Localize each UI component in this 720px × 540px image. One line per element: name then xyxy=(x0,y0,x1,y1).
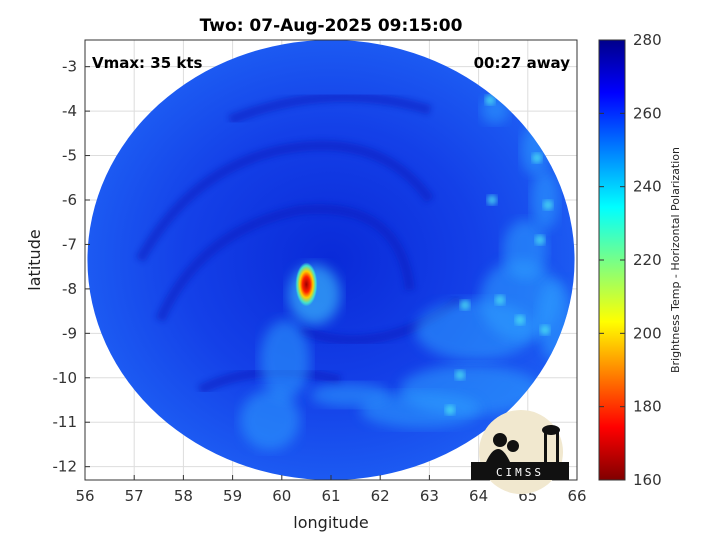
swath-image xyxy=(87,40,575,480)
warm-spot xyxy=(515,315,525,325)
time-away-annotation: 00:27 away xyxy=(474,54,571,72)
cold-band xyxy=(228,92,432,125)
warm-spot xyxy=(485,95,495,105)
chart-title: Two: 07-Aug-2025 09:15:00 xyxy=(200,16,463,36)
x-axis-label: longitude xyxy=(293,513,368,532)
warm-spot xyxy=(460,300,470,310)
vmax-annotation: Vmax: 35 kts xyxy=(92,54,202,72)
y-tick-label: -4 xyxy=(62,102,77,120)
rain-region xyxy=(503,220,547,280)
y-tick-label: -11 xyxy=(53,413,78,431)
rain-region xyxy=(310,383,390,407)
x-tick-label: 58 xyxy=(174,487,193,505)
x-axis: 56 57 58 59 60 61 62 63 64 65 66 xyxy=(75,475,587,505)
colorbar-tick-label: 180 xyxy=(633,398,662,416)
warm-spot xyxy=(495,295,505,305)
y-tick-label: -12 xyxy=(53,458,78,476)
colorbar: 280 260 240 220 200 180 160 Brightness Temp - … xyxy=(598,31,682,489)
y-tick-label: -9 xyxy=(62,324,77,342)
y-tick-label: -3 xyxy=(62,58,77,76)
cold-band xyxy=(135,140,435,263)
rain-region xyxy=(360,392,480,428)
y-tick-label: -8 xyxy=(62,280,77,298)
colorbar-label: Brightness Temp - Horizontal Polarizatio… xyxy=(669,147,682,373)
svg-text:CIMSS: CIMSS xyxy=(496,466,544,479)
x-tick-label: 62 xyxy=(371,487,390,505)
y-tick-label: -6 xyxy=(62,191,77,209)
rain-region xyxy=(260,320,310,400)
cold-core xyxy=(295,262,318,307)
cimss-logo: CIMSS xyxy=(471,410,569,494)
y-tick-label: -7 xyxy=(62,235,77,253)
x-tick-label: 63 xyxy=(420,487,439,505)
colorbar-tick-label: 220 xyxy=(633,251,662,269)
cold-band xyxy=(155,204,415,323)
x-tick-label: 66 xyxy=(567,487,586,505)
x-tick-label: 57 xyxy=(125,487,144,505)
x-tick-label: 59 xyxy=(223,487,242,505)
x-tick-label: 56 xyxy=(75,487,94,505)
colorbar-tick-label: 280 xyxy=(633,31,662,49)
x-tick-label: 60 xyxy=(272,487,291,505)
colorbar-tick-label: 200 xyxy=(633,324,662,342)
warm-spot xyxy=(532,153,542,163)
y-tick-label: -10 xyxy=(53,369,78,387)
warm-spot xyxy=(543,200,553,210)
warm-spot xyxy=(540,325,550,335)
warm-spot xyxy=(487,195,497,205)
y-axis: -3 -4 -5 -6 -7 -8 -9 -10 -11 -12 xyxy=(53,58,90,476)
rain-region xyxy=(531,170,559,230)
warm-spot xyxy=(445,405,455,415)
colorbar-tick-label: 160 xyxy=(633,471,662,489)
warm-spot xyxy=(535,235,545,245)
warm-spot xyxy=(455,370,465,380)
colorbar-tick-label: 240 xyxy=(633,178,662,196)
x-tick-label: 61 xyxy=(321,487,340,505)
y-tick-label: -5 xyxy=(62,147,77,165)
colorbar-tick-label: 260 xyxy=(633,104,662,122)
rain-region xyxy=(240,390,300,450)
y-axis-label: latitude xyxy=(25,229,44,290)
x-tick-label: 64 xyxy=(469,487,488,505)
